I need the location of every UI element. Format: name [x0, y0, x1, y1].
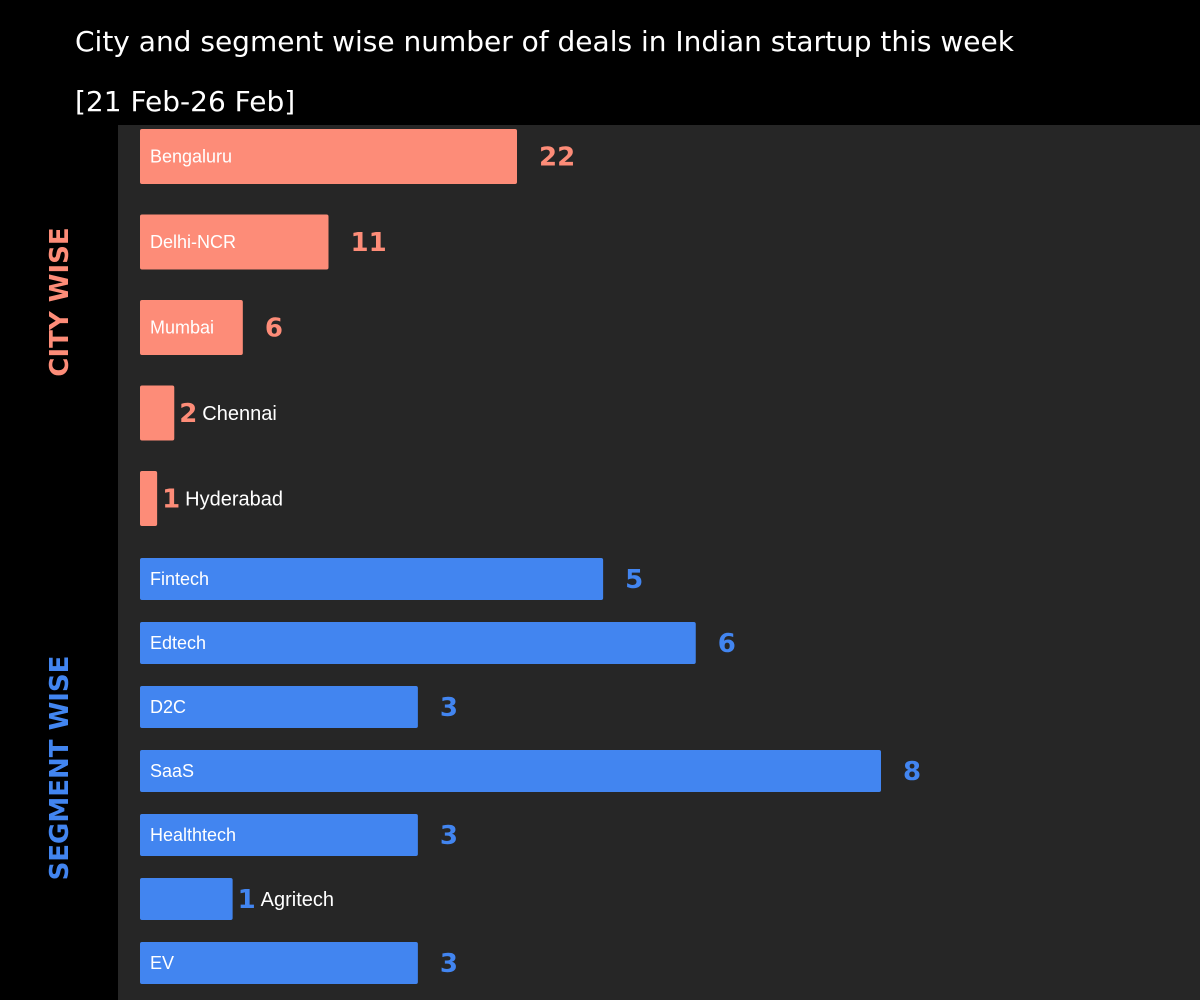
value-label-agritech: 1	[238, 885, 256, 915]
bar-d2c	[140, 686, 418, 728]
bar-bengaluru	[140, 129, 517, 184]
category-label-d2c: D2C	[150, 697, 186, 717]
bar-healthtech	[140, 814, 418, 856]
value-label-hyderabad: 1	[162, 485, 180, 515]
category-label-agritech: Agritech	[261, 889, 334, 911]
bar-hyderabad	[140, 471, 158, 526]
value-label-healthtech: 3	[440, 821, 458, 851]
category-label-chennai: Chennai	[202, 403, 277, 425]
value-label-mumbai: 6	[265, 314, 283, 344]
bar-agritech	[140, 878, 233, 920]
bar-edtech	[140, 622, 696, 664]
category-label-healthtech: Healthtech	[150, 825, 236, 845]
category-label-edtech: Edtech	[150, 633, 206, 653]
category-label-saas: SaaS	[150, 761, 194, 781]
value-label-chennai: 2	[179, 399, 197, 429]
value-label-ev: 3	[440, 949, 458, 979]
category-label-fintech: Fintech	[150, 569, 209, 589]
bar-chennai	[140, 385, 175, 441]
value-label-delhi-ncr: 11	[351, 228, 387, 258]
segment-wise-group-label: SEGMENT WISE	[45, 655, 75, 881]
plot-area: 22 Bengaluru 11 Delhi-NCR 6 Mumbai 2 Chennai 1 Hy…	[118, 125, 1200, 1000]
bar-mumbai	[140, 300, 243, 355]
bar-ev	[140, 942, 418, 984]
value-label-d2c: 3	[440, 693, 458, 723]
bar-fintech	[140, 558, 604, 600]
bar-saas	[140, 750, 881, 792]
chart-subtitle-date-range: [21 Feb-26 Feb]	[75, 85, 296, 118]
category-label-mumbai: Mumbai	[150, 318, 214, 338]
chart-title-line-1: City and segment wise number of deals in…	[75, 25, 1014, 58]
value-label-saas: 8	[903, 757, 921, 787]
value-label-bengaluru: 22	[539, 143, 575, 173]
city-wise-group-label: CITY WISE	[45, 227, 75, 377]
bar-delhi-ncr	[140, 214, 329, 270]
category-label-delhi-ncr: Delhi-NCR	[150, 232, 236, 252]
value-label-edtech: 6	[718, 629, 736, 659]
category-label-ev: EV	[150, 953, 174, 973]
category-label-bengaluru: Bengaluru	[150, 147, 232, 167]
chart-title: City and segment wise number of deals in…	[75, 12, 1175, 132]
value-label-fintech: 5	[625, 565, 643, 595]
category-label-hyderabad: Hyderabad	[185, 489, 283, 511]
